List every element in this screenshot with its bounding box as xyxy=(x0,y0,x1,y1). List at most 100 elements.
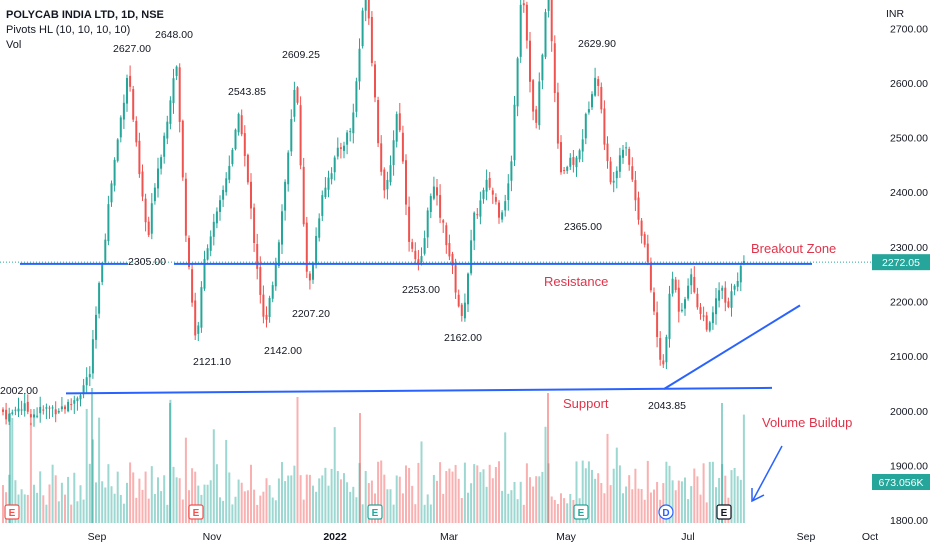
annotations: Breakout Zone Resistance Support Volume Bui… xyxy=(544,241,852,430)
candle-body xyxy=(321,195,324,216)
volume-bar xyxy=(705,502,708,523)
candle-body xyxy=(473,212,476,241)
candle-body xyxy=(541,54,544,81)
volume-bar xyxy=(70,504,73,523)
volume-bar xyxy=(460,498,463,523)
candle-body xyxy=(485,179,488,192)
y-tick-label: 2100.00 xyxy=(890,351,928,363)
event-marker-label: E xyxy=(193,508,200,519)
candle-body xyxy=(370,16,373,63)
candle-body xyxy=(721,287,724,291)
volume-bar xyxy=(507,493,510,523)
candle-body xyxy=(578,150,581,160)
earnings-marker xyxy=(4,504,20,520)
volume-bar xyxy=(501,490,504,523)
candle-body xyxy=(73,400,76,404)
candle-body xyxy=(560,142,562,173)
candle-body xyxy=(296,87,299,103)
candle-body xyxy=(653,292,655,312)
volume-bar xyxy=(467,492,469,523)
candle-body xyxy=(563,170,566,172)
volume-bar xyxy=(711,461,714,523)
candle-body xyxy=(535,109,538,123)
volume-bar xyxy=(699,494,702,523)
volume-bar xyxy=(516,499,519,523)
indicator-label: Pivots HL (10, 10, 10, 10) xyxy=(6,24,131,36)
event-marker-label: E xyxy=(721,508,728,519)
volume-bar xyxy=(622,493,624,523)
volume-bar xyxy=(510,490,513,523)
volume-bar xyxy=(101,481,104,523)
candle-body xyxy=(147,221,150,236)
candle-body xyxy=(504,201,507,211)
y-tick-label: 2600.00 xyxy=(890,78,928,90)
candle-body xyxy=(160,157,163,169)
pivot-label: 2627.00 xyxy=(113,43,151,55)
volume-bar xyxy=(646,460,649,523)
x-tick-label: Sep xyxy=(88,531,107,543)
volume-label: Vol xyxy=(6,39,22,51)
candle-body xyxy=(742,261,745,264)
volume-bar xyxy=(60,482,63,523)
candle-body xyxy=(324,187,327,198)
volume-bar xyxy=(625,486,628,523)
volume-bar xyxy=(333,427,336,523)
volume-bar xyxy=(169,403,171,523)
candle-body xyxy=(414,250,417,260)
volume-bar xyxy=(591,469,593,523)
candle-body xyxy=(423,238,426,254)
volume-bar xyxy=(228,472,231,523)
volume-bar xyxy=(184,437,187,523)
candle-body xyxy=(42,409,45,411)
volume-bar xyxy=(119,494,122,523)
volume-bar xyxy=(29,422,32,523)
volume-bar xyxy=(2,485,4,523)
event-marker-label: E xyxy=(372,508,379,519)
candle-body xyxy=(516,58,519,107)
volume-bar xyxy=(126,482,128,523)
event-marker-label: E xyxy=(9,508,16,519)
volume-bar xyxy=(463,462,466,523)
volume-bar xyxy=(386,489,389,523)
candle-body xyxy=(597,79,600,86)
candle-body xyxy=(157,168,159,189)
volume-bar xyxy=(721,403,723,523)
volume-bar xyxy=(147,498,150,523)
volume-bar xyxy=(519,481,522,523)
volume-bar xyxy=(556,503,559,523)
volume-bar xyxy=(9,413,11,523)
volume-bar xyxy=(671,480,674,523)
candle-body xyxy=(271,285,274,299)
volume-bar xyxy=(665,461,668,523)
volume-bar xyxy=(48,484,51,523)
event-marker-label: E xyxy=(578,508,585,519)
candle-body xyxy=(417,259,420,264)
volume-bar xyxy=(343,473,345,523)
x-tick-label: Mar xyxy=(440,531,459,543)
volume-bar xyxy=(414,504,417,523)
candle-body xyxy=(234,129,237,150)
candle-body xyxy=(206,248,209,260)
candle-body xyxy=(426,210,429,238)
volume-bar xyxy=(262,491,265,523)
candle-body xyxy=(532,80,535,112)
y-tick-label: 1900.00 xyxy=(890,461,928,473)
y-tick-label: 2700.00 xyxy=(890,23,928,35)
candle-body xyxy=(308,273,311,281)
volume-bar xyxy=(305,474,308,523)
volume-bar xyxy=(389,489,392,523)
candle-body xyxy=(135,120,138,143)
candle-body xyxy=(398,113,401,131)
volume-bar xyxy=(246,490,249,523)
volume-bar xyxy=(265,478,268,523)
volume-bar xyxy=(482,469,485,523)
candle-body xyxy=(191,269,194,303)
candle-body xyxy=(60,406,63,410)
volume-bar xyxy=(178,478,181,523)
candle-body xyxy=(550,0,553,42)
candle-body xyxy=(228,165,231,180)
candle-body xyxy=(662,360,665,365)
candle-body xyxy=(302,166,305,225)
pivot-label: 2629.90 xyxy=(578,38,616,50)
